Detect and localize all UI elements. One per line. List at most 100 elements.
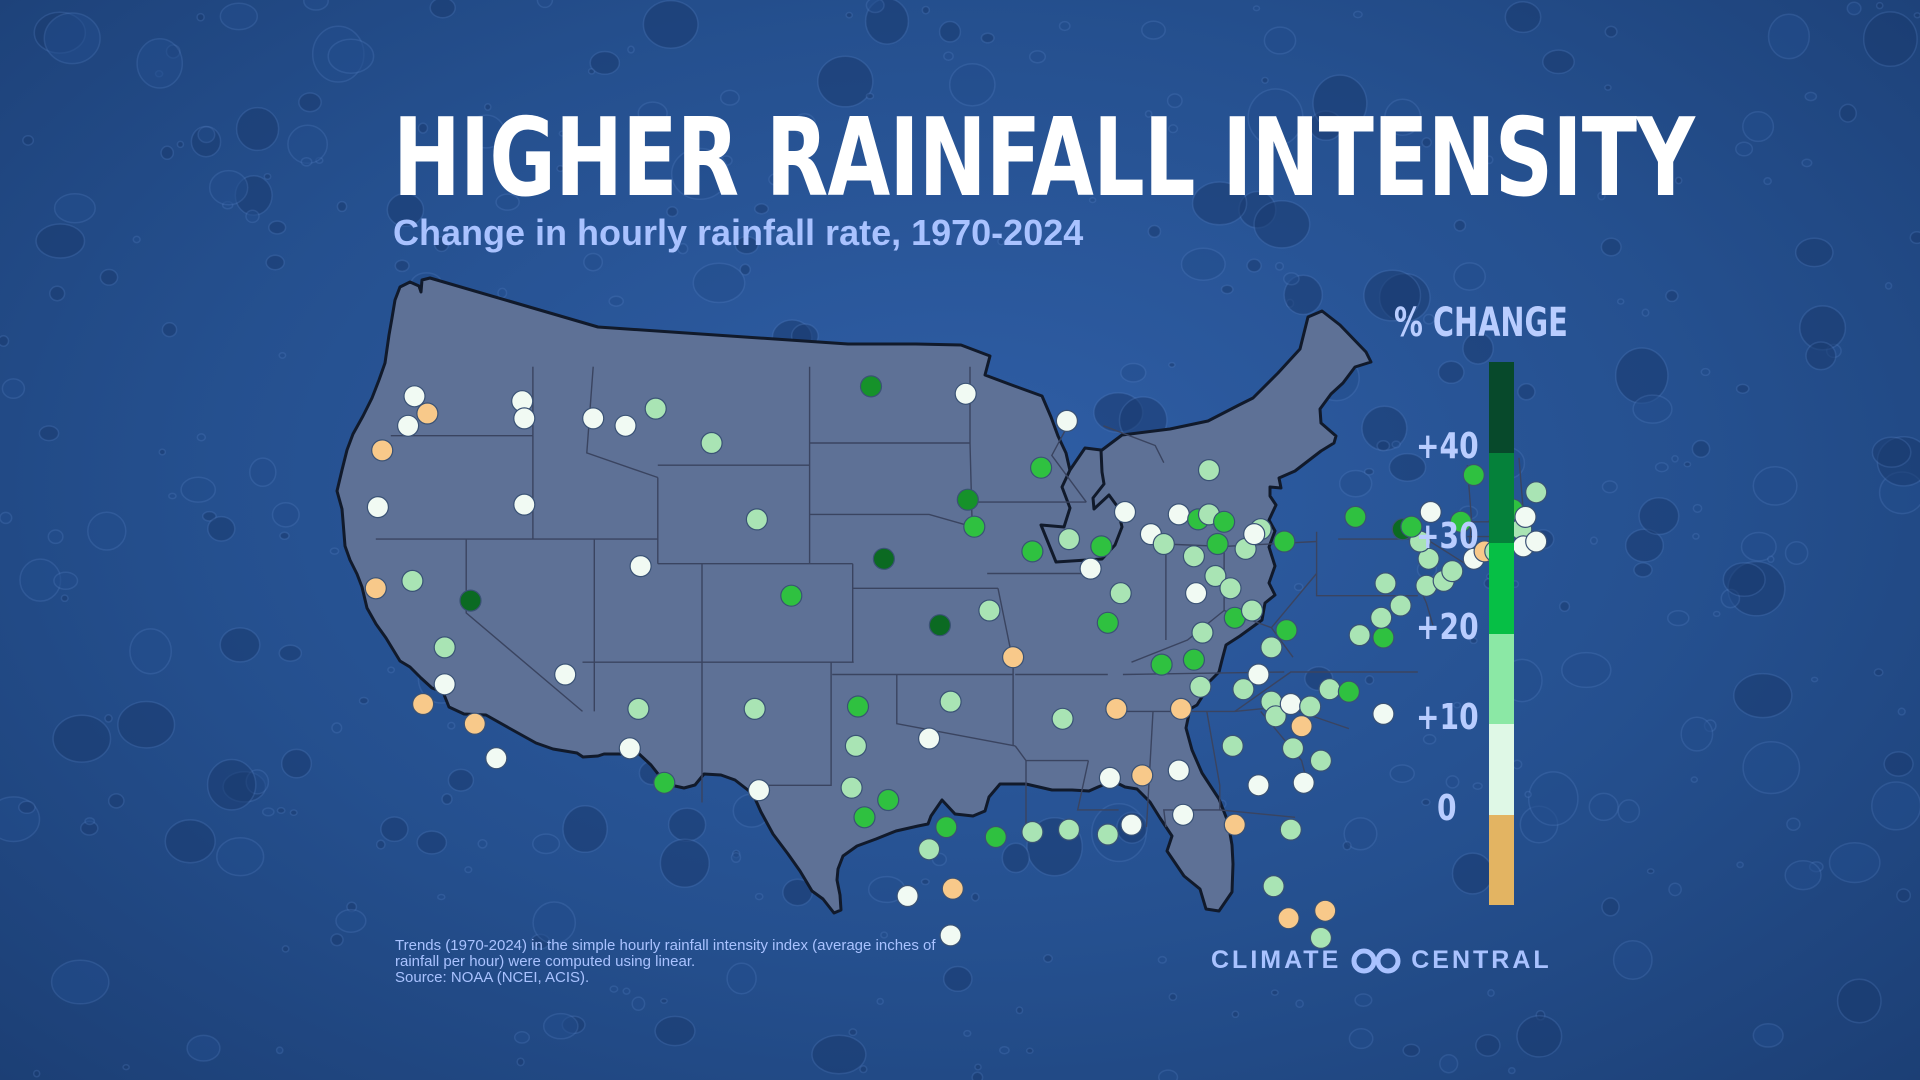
raindrop bbox=[1846, 1, 1862, 16]
raindrop bbox=[980, 32, 995, 44]
raindrop bbox=[99, 268, 119, 286]
raindrop bbox=[1517, 383, 1536, 401]
raindrop bbox=[161, 322, 178, 338]
raindrop bbox=[1588, 792, 1619, 822]
legend-swatch bbox=[1489, 452, 1514, 543]
raindrop bbox=[107, 793, 125, 809]
station-marker bbox=[1275, 619, 1298, 642]
raindrop bbox=[1617, 799, 1641, 824]
raindrop bbox=[631, 996, 646, 1012]
raindrop bbox=[1191, 181, 1248, 226]
raindrop bbox=[136, 38, 184, 89]
raindrop bbox=[1871, 781, 1920, 831]
state-border bbox=[1076, 760, 1119, 811]
raindrop bbox=[1015, 1006, 1024, 1015]
raindrop bbox=[1884, 282, 1893, 290]
raindrop bbox=[532, 833, 561, 855]
raindrop bbox=[608, 295, 624, 307]
state-border bbox=[586, 366, 659, 479]
raindrop bbox=[920, 878, 930, 886]
station-marker bbox=[1243, 522, 1266, 546]
raindrop bbox=[201, 510, 217, 522]
raindrop bbox=[1462, 332, 1494, 365]
raindrop bbox=[1600, 237, 1622, 257]
raindrop bbox=[865, 92, 875, 100]
raindrop bbox=[1527, 771, 1579, 827]
raindrop bbox=[1601, 897, 1620, 917]
station-marker bbox=[1309, 749, 1333, 772]
station-marker bbox=[1400, 515, 1423, 538]
raindrop bbox=[1312, 74, 1368, 133]
raindrop bbox=[974, 1063, 982, 1071]
raindrop bbox=[176, 140, 185, 149]
raindrop bbox=[196, 12, 205, 22]
raindrop bbox=[22, 134, 35, 146]
raindrop bbox=[416, 830, 448, 855]
station-marker bbox=[1189, 675, 1212, 698]
raindrop bbox=[1883, 751, 1914, 777]
raindrop bbox=[1270, 989, 1279, 996]
raindrop bbox=[865, 0, 885, 14]
raindrop bbox=[532, 901, 577, 945]
climate-central-logo: CLIMATE CENTRAL bbox=[1211, 946, 1552, 975]
raindrop bbox=[386, 192, 425, 228]
raindrop bbox=[1445, 775, 1460, 789]
station-marker bbox=[859, 375, 883, 398]
raindrop bbox=[1453, 219, 1467, 232]
raindrop bbox=[1683, 461, 1692, 468]
station-marker bbox=[1057, 818, 1081, 841]
raindrop bbox=[87, 511, 127, 551]
station-marker bbox=[917, 838, 941, 861]
raindrop bbox=[637, 101, 668, 126]
station-marker bbox=[1281, 737, 1305, 760]
station-marker bbox=[1525, 481, 1548, 504]
raindrop bbox=[122, 1064, 130, 1071]
raindrop bbox=[1604, 25, 1618, 38]
station-marker bbox=[1079, 557, 1102, 580]
raindrop bbox=[1376, 440, 1391, 452]
raindrop bbox=[53, 192, 96, 224]
us-outline bbox=[335, 276, 1373, 915]
page-title: HIGHER RAINFALL INTENSITY bbox=[393, 96, 1695, 221]
raindrop bbox=[261, 807, 275, 817]
raindrop bbox=[1794, 237, 1834, 268]
raindrop bbox=[249, 457, 277, 488]
raindrop bbox=[754, 203, 769, 215]
raindrop bbox=[84, 817, 96, 826]
raindrop bbox=[433, 236, 450, 253]
station-marker bbox=[1184, 582, 1208, 605]
legend-tick-30: +30 bbox=[1416, 516, 1479, 557]
station-marker bbox=[1348, 623, 1371, 647]
raindrop bbox=[609, 985, 619, 993]
raindrop bbox=[1088, 196, 1097, 204]
raindrop bbox=[1913, 12, 1920, 19]
raindrop bbox=[845, 11, 853, 19]
raindrop bbox=[513, 1031, 531, 1044]
station-marker bbox=[1182, 648, 1206, 671]
legend-tick-20: +20 bbox=[1416, 607, 1479, 648]
raindrop bbox=[1025, 1047, 1034, 1055]
raindrop bbox=[235, 106, 280, 152]
raindrop bbox=[1453, 262, 1486, 291]
raindrop bbox=[43, 12, 101, 65]
raindrop bbox=[1168, 124, 1179, 134]
state-border bbox=[1234, 671, 1418, 712]
raindrop bbox=[562, 804, 608, 854]
raindrop bbox=[1668, 882, 1682, 897]
raindrop bbox=[375, 839, 386, 850]
state-border bbox=[1270, 573, 1318, 629]
raindrop bbox=[734, 235, 759, 255]
state-border bbox=[1219, 809, 1296, 818]
raindrop bbox=[1597, 191, 1606, 201]
raindrop bbox=[1352, 10, 1363, 19]
station-marker bbox=[780, 584, 803, 607]
raindrop bbox=[1836, 978, 1882, 1024]
raindrop bbox=[1166, 93, 1183, 109]
station-marker bbox=[1389, 594, 1412, 617]
raindrop bbox=[692, 262, 746, 304]
raindrop bbox=[1487, 989, 1495, 997]
station-marker bbox=[1120, 813, 1143, 836]
raindrop bbox=[542, 1012, 579, 1040]
station-marker bbox=[485, 747, 508, 770]
raindrop bbox=[677, 243, 689, 255]
